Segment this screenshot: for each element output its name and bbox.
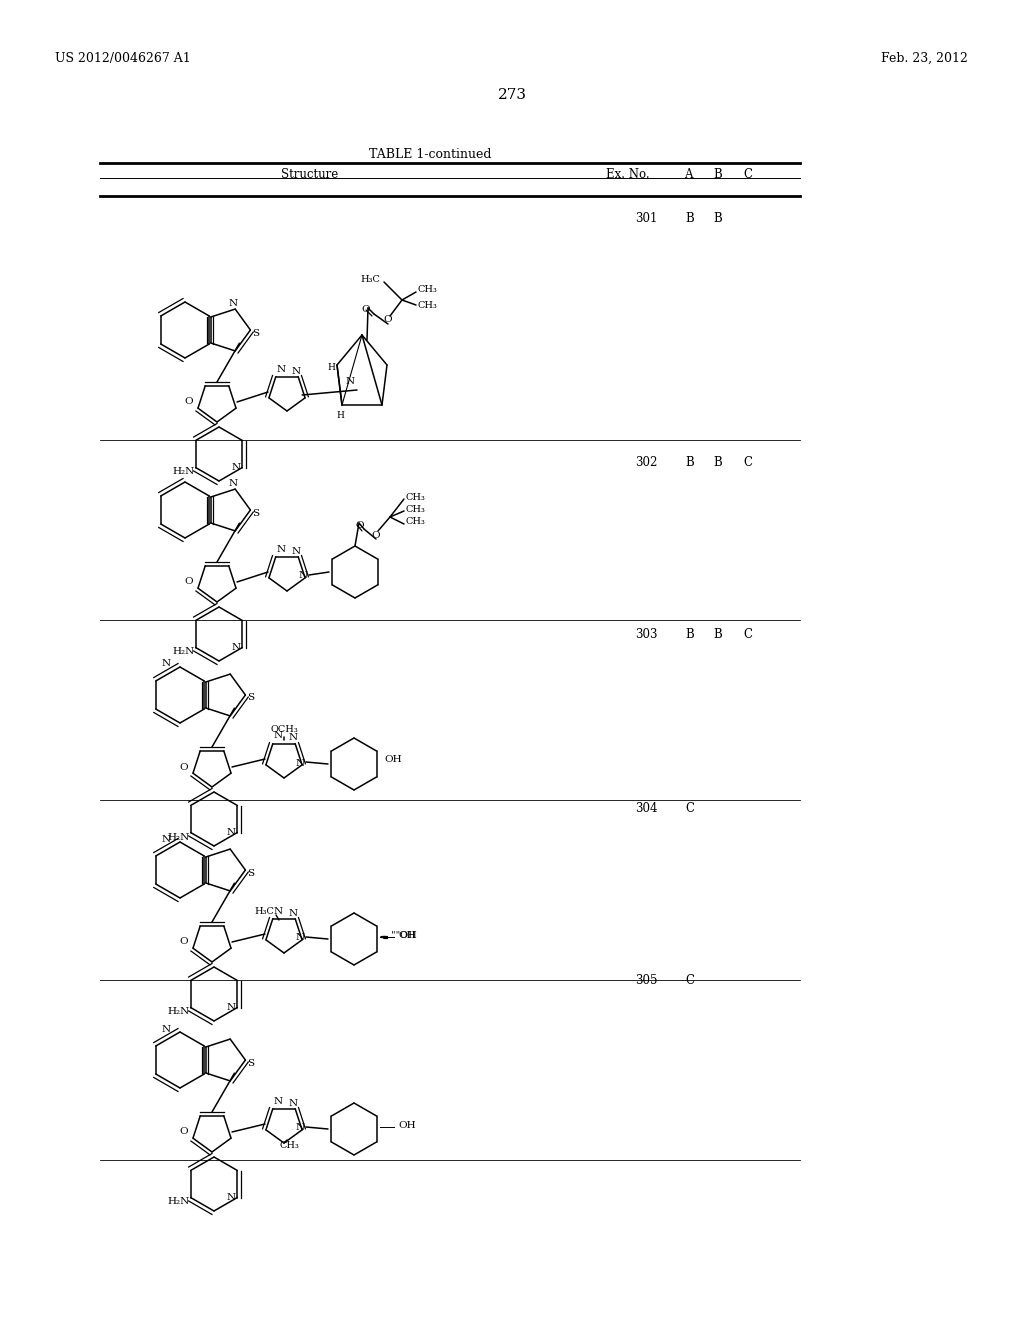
Text: C: C [743, 628, 753, 642]
Text: B: B [714, 211, 722, 224]
Text: 273: 273 [498, 88, 526, 102]
Text: N: N [273, 907, 283, 916]
Text: N: N [292, 546, 301, 556]
Text: N: N [162, 1024, 171, 1034]
Text: N: N [289, 908, 298, 917]
Text: 302: 302 [635, 455, 657, 469]
Text: 301: 301 [635, 211, 657, 224]
Text: N: N [273, 731, 283, 741]
Text: H₃C: H₃C [360, 276, 380, 285]
Text: H: H [336, 411, 344, 420]
Text: N: N [227, 1193, 237, 1203]
Text: N: N [162, 834, 171, 843]
Text: Ex. No.: Ex. No. [606, 168, 650, 181]
Text: S: S [247, 869, 254, 878]
Text: N: N [232, 643, 241, 652]
Text: C: C [685, 974, 694, 986]
Text: H₂N: H₂N [167, 1007, 189, 1016]
Text: S: S [252, 508, 259, 517]
Text: 303: 303 [635, 628, 657, 642]
Text: O: O [372, 531, 380, 540]
Text: H₂N: H₂N [172, 648, 195, 656]
Text: CH₃: CH₃ [280, 1142, 299, 1151]
Text: S: S [247, 1059, 254, 1068]
Text: N: N [228, 479, 238, 487]
Text: O: O [361, 305, 371, 314]
Text: N: N [228, 298, 238, 308]
Text: H₂N: H₂N [167, 1197, 189, 1206]
Text: B: B [686, 628, 694, 642]
Text: N: N [232, 463, 241, 473]
Text: OH: OH [398, 1122, 416, 1130]
Text: N: N [296, 759, 305, 767]
Text: N: N [296, 1123, 305, 1133]
Text: S: S [247, 693, 254, 702]
Text: C: C [685, 801, 694, 814]
Text: N: N [299, 572, 308, 581]
Text: OCH₃: OCH₃ [270, 726, 298, 734]
Text: N: N [289, 1098, 298, 1107]
Text: B: B [714, 168, 722, 181]
Text: N: N [289, 734, 298, 742]
Text: N: N [227, 1003, 237, 1012]
Text: N: N [345, 378, 354, 387]
Text: Feb. 23, 2012: Feb. 23, 2012 [881, 51, 968, 65]
Text: 305: 305 [635, 974, 657, 986]
Text: H: H [327, 363, 335, 371]
Text: N: N [273, 1097, 283, 1106]
Text: O: O [384, 315, 392, 325]
Text: N: N [276, 364, 286, 374]
Text: OH: OH [384, 755, 401, 763]
Text: B: B [686, 455, 694, 469]
Text: N: N [296, 933, 305, 942]
Text: H₂N: H₂N [172, 467, 195, 477]
Text: B: B [714, 628, 722, 642]
Text: TABLE 1-continued: TABLE 1-continued [369, 148, 492, 161]
Text: S: S [252, 329, 259, 338]
Text: O: O [179, 1127, 188, 1137]
Text: 304: 304 [635, 801, 657, 814]
Text: N: N [227, 828, 237, 837]
Text: N: N [162, 660, 171, 668]
Text: O: O [355, 520, 365, 529]
Text: Structure: Structure [282, 168, 339, 181]
Text: ""OH: ""OH [391, 932, 417, 940]
Text: H₂N: H₂N [167, 833, 189, 842]
Text: CH₃: CH₃ [406, 504, 426, 513]
Text: OH: OH [398, 932, 416, 940]
Text: C: C [743, 455, 753, 469]
Text: C: C [743, 168, 753, 181]
Text: H₃C: H₃C [254, 908, 274, 916]
Text: B: B [686, 211, 694, 224]
Text: CH₃: CH₃ [406, 517, 426, 527]
Text: N: N [292, 367, 301, 375]
Text: CH₃: CH₃ [418, 301, 438, 309]
Text: O: O [179, 937, 188, 946]
Text: O: O [184, 397, 193, 407]
Text: US 2012/0046267 A1: US 2012/0046267 A1 [55, 51, 190, 65]
Text: A: A [684, 168, 692, 181]
Text: N: N [276, 544, 286, 553]
Text: B: B [714, 455, 722, 469]
Text: O: O [184, 578, 193, 586]
Text: O: O [179, 763, 188, 771]
Text: CH₃: CH₃ [406, 492, 426, 502]
Text: CH₃: CH₃ [418, 285, 438, 294]
